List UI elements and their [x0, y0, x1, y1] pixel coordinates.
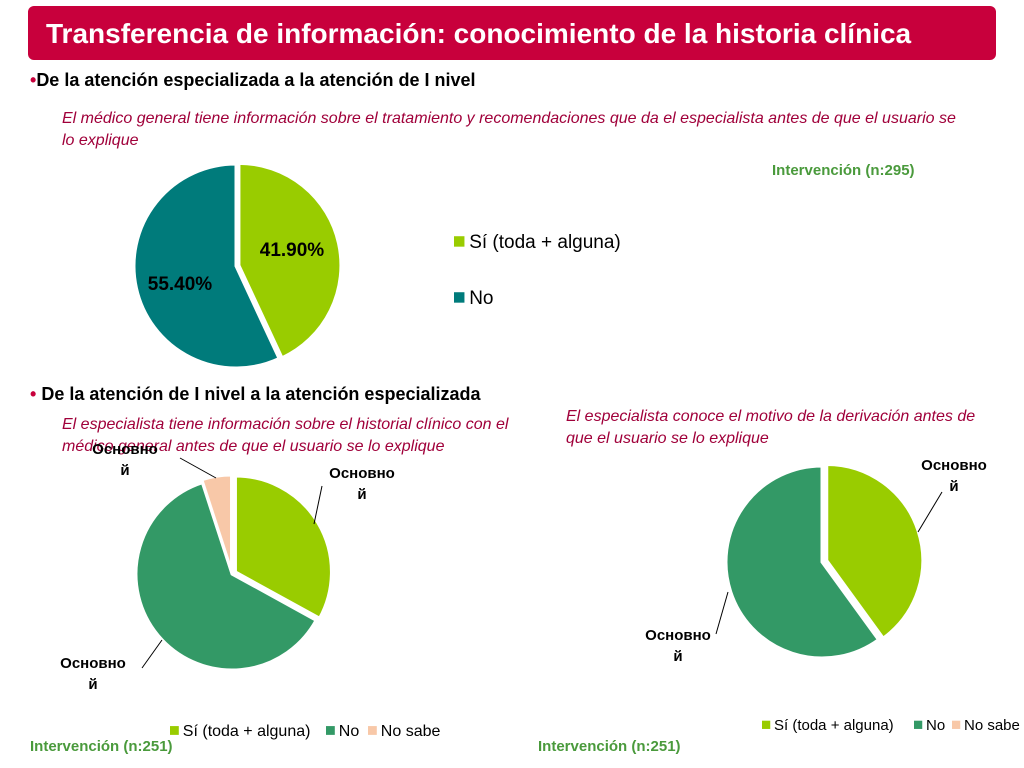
pie2-slice-3 — [199, 473, 234, 572]
section2-intervention-left: Intervención (n:251) — [30, 738, 173, 755]
pie3-slice-1 — [825, 462, 925, 641]
pie2-legend-2-label: No — [339, 723, 360, 740]
pie3-data-label-2: Основно й — [645, 627, 711, 665]
pie3-data-label-1: Основно й — [921, 457, 987, 495]
pie2-leader-1 — [313, 485, 323, 525]
pie3-leader-2 — [715, 591, 729, 635]
section1-question: El médico general tiene información sobr… — [62, 110, 956, 149]
pie3-legend-1-label: Sí (toda + alguna) — [774, 717, 894, 734]
section1-heading: •De la atención especializada a la atenc… — [30, 70, 475, 91]
section1-intervention: Intervención (n:295) — [772, 162, 915, 179]
section2-question-left: El especialista tiene información sobre … — [62, 416, 509, 455]
pie1-data-label-1: 41.90% — [260, 240, 325, 261]
pie2-leader-3 — [179, 457, 217, 479]
pie3-legend-3-label: No sabe — [964, 717, 1020, 734]
pie3-legend-2-swatch — [914, 720, 923, 729]
pie3-legend-1-swatch — [762, 720, 771, 729]
pie2-slice-1 — [233, 474, 333, 621]
section2-heading: • De la atención de I nivel a la atenció… — [30, 384, 481, 405]
pie2-slice-2 — [134, 480, 319, 672]
section2-heading-text: De la atención de I nivel a la atención … — [41, 384, 481, 404]
pie3-legend-2-label: No — [926, 717, 945, 734]
pie2-data-label-1: Основно й — [329, 465, 395, 503]
pie3-legend-3-swatch — [952, 720, 961, 729]
pie2-leader-2 — [141, 639, 163, 669]
pie2-legend-2-swatch — [326, 726, 335, 735]
section1-heading-text: De la atención especializada a la atenci… — [36, 70, 476, 90]
pie2-legend-3-swatch — [368, 726, 377, 735]
pie1-legend-1-swatch — [454, 236, 465, 247]
section2-intervention-right: Intervención (n:251) — [538, 738, 681, 755]
pie3-slice-2 — [724, 464, 881, 660]
pie1-legend-2-label: No — [469, 288, 493, 309]
section1-bullet: • — [30, 70, 37, 90]
section2-question-right: El especialista conoce el motivo de la d… — [566, 408, 976, 447]
title-bar: Transferencia de información: conocimien… — [28, 6, 996, 60]
pie2-legend-3-label: No sabe — [381, 723, 441, 740]
pie1-slice-2 — [132, 162, 282, 370]
pie1-legend-1-label: Sí (toda + alguna) — [469, 232, 621, 253]
pie1-slice-1 — [237, 161, 343, 360]
section2-bullet: • — [30, 384, 37, 404]
pie1-data-label-2: 55.40% — [148, 274, 213, 295]
pie2-data-label-3: Основно й — [92, 441, 158, 479]
pie1-legend-2-swatch — [454, 292, 465, 303]
pie3-leader-1 — [917, 491, 943, 533]
pie2-data-label-2: Основно й — [60, 655, 126, 693]
pie2-legend-1-swatch — [170, 726, 179, 735]
pie2-legend-1-label: Sí (toda + alguna) — [183, 723, 311, 740]
page-title: Transferencia de información: conocimien… — [46, 18, 912, 49]
